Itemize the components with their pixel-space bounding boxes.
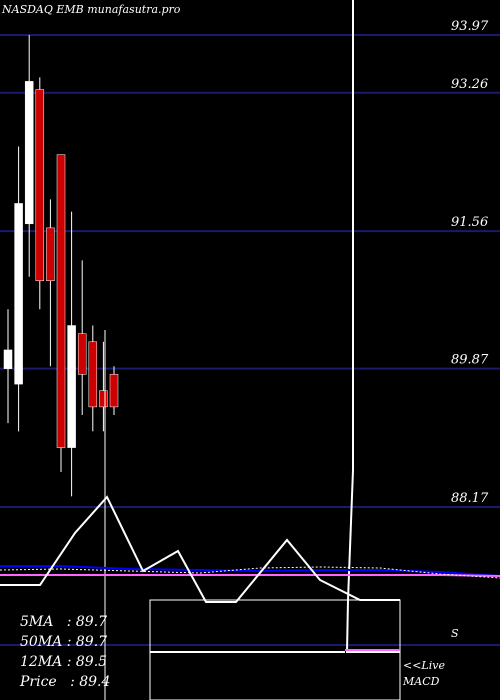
ma12-label: 12MA : 89.5: [20, 654, 108, 670]
y-tick-label: 89.87: [451, 353, 489, 368]
macd-layer: [0, 495, 401, 700]
candle-body: [46, 227, 55, 282]
candle-body: [67, 325, 76, 448]
y-tick-label: 93.26: [451, 77, 488, 92]
candle-body: [77, 333, 87, 375]
candle-body: [109, 374, 119, 408]
ma-slow-line: [0, 574, 500, 577]
ma5-label: 5MA : 89.7: [20, 614, 108, 630]
grid-layer: 93.97 93.26 91.56 89.87 88.17: [0, 19, 500, 646]
candle-body: [35, 89, 45, 282]
chart-title: NASDAQ EMB munafasutra.pro: [1, 3, 181, 16]
candle-body: [99, 390, 108, 408]
s-label: S: [451, 627, 459, 640]
moving-average-layer: [0, 565, 500, 579]
candle-layer: [3, 0, 400, 700]
candle-body: [24, 81, 34, 225]
live-marker-line: [345, 0, 400, 653]
candle-body: [14, 203, 23, 385]
ma-fast-line: [0, 565, 500, 577]
macd-line: [0, 495, 400, 603]
macd-label: MACD: [403, 675, 440, 688]
candle-body: [56, 154, 66, 448]
y-tick-label: 93.97: [451, 19, 489, 34]
y-tick-label: 91.56: [451, 215, 488, 230]
y-tick-label: 88.17: [451, 491, 489, 506]
candle-body: [3, 349, 13, 369]
ma-dotted-line: [0, 566, 500, 579]
price-label: Price : 89.4: [20, 674, 111, 690]
live-label: <<Live: [403, 659, 445, 672]
ma50-label: 50MA : 89.7: [20, 634, 108, 650]
candle-body: [88, 341, 98, 408]
